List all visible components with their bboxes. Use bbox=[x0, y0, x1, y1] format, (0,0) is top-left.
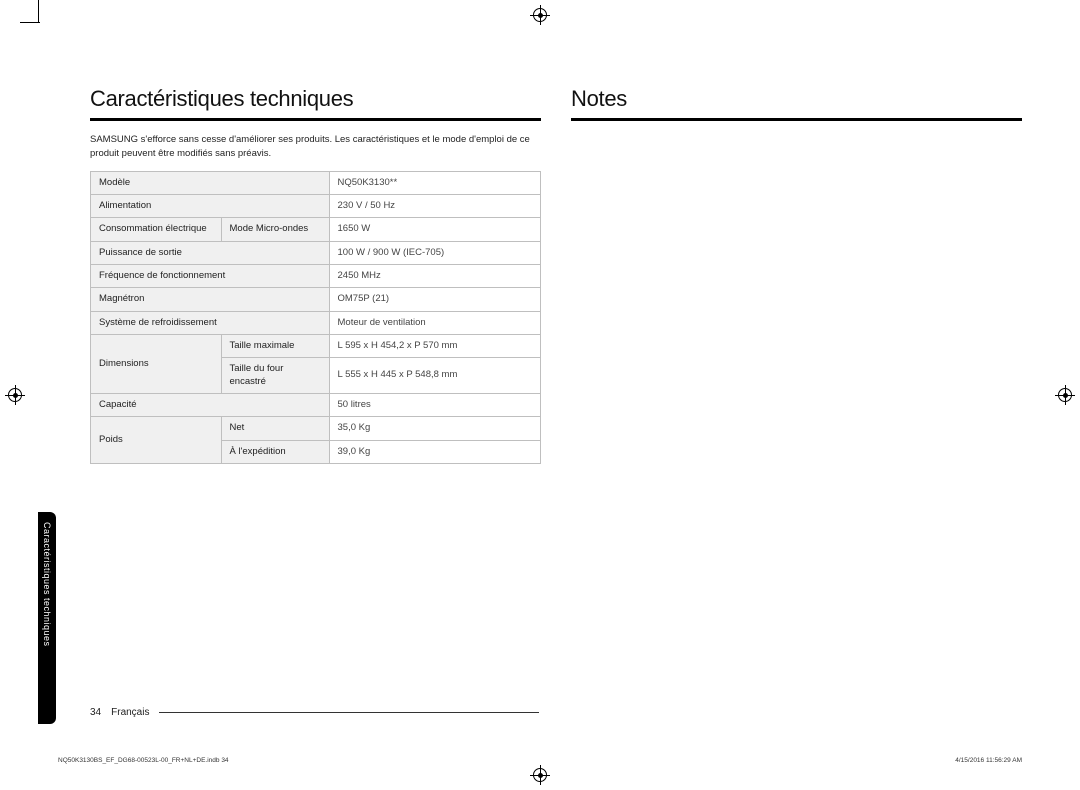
section-tab: Caractéristiques techniques bbox=[38, 512, 56, 724]
imprint-filename: NQ50K3130BS_EF_DG68-00523L-00_FR+NL+DE.i… bbox=[58, 757, 229, 764]
page-number: 34 bbox=[90, 707, 101, 718]
footer-rule bbox=[159, 712, 539, 713]
spec-value: L 555 x H 445 x P 548,8 mm bbox=[329, 358, 541, 394]
crop-mark bbox=[38, 0, 39, 22]
spec-value: L 595 x H 454,2 x P 570 mm bbox=[329, 334, 541, 357]
spec-label: Fréquence de fonctionnement bbox=[91, 264, 330, 287]
page-footer: 34 Français bbox=[90, 707, 539, 718]
spec-label: Puissance de sortie bbox=[91, 241, 330, 264]
manual-page: Caractéristiques techniques SAMSUNG s'ef… bbox=[0, 0, 1080, 790]
registration-mark-icon bbox=[8, 388, 22, 402]
spec-value: 1650 W bbox=[329, 218, 541, 241]
imprint-timestamp: 4/15/2016 11:56:29 AM bbox=[955, 757, 1022, 764]
registration-mark-icon bbox=[533, 768, 547, 782]
section-heading-notes: Notes bbox=[571, 86, 1022, 121]
print-imprint: NQ50K3130BS_EF_DG68-00523L-00_FR+NL+DE.i… bbox=[58, 757, 1022, 764]
page-language: Français bbox=[111, 707, 149, 718]
spec-value: 50 litres bbox=[329, 393, 541, 416]
crop-mark bbox=[20, 22, 40, 23]
spec-table: ModèleNQ50K3130**Alimentation230 V / 50 … bbox=[90, 171, 541, 464]
spec-sublabel: Mode Micro-ondes bbox=[221, 218, 329, 241]
spec-label: Dimensions bbox=[91, 334, 222, 393]
left-column: Caractéristiques techniques SAMSUNG s'ef… bbox=[90, 86, 541, 740]
spec-label: Poids bbox=[91, 417, 222, 464]
intro-paragraph: SAMSUNG s'efforce sans cesse d'améliorer… bbox=[90, 133, 541, 161]
registration-mark-icon bbox=[1058, 388, 1072, 402]
spec-label: Alimentation bbox=[91, 194, 330, 217]
spec-label: Capacité bbox=[91, 393, 330, 416]
spec-value: 100 W / 900 W (IEC-705) bbox=[329, 241, 541, 264]
right-column: Notes bbox=[571, 86, 1022, 740]
spec-value: 39,0 Kg bbox=[329, 440, 541, 463]
spec-label: Système de refroidissement bbox=[91, 311, 330, 334]
page-content: Caractéristiques techniques SAMSUNG s'ef… bbox=[90, 86, 1022, 740]
spec-value: 35,0 Kg bbox=[329, 417, 541, 440]
spec-value: OM75P (21) bbox=[329, 288, 541, 311]
spec-label: Modèle bbox=[91, 171, 330, 194]
spec-value: 2450 MHz bbox=[329, 264, 541, 287]
section-heading-specs: Caractéristiques techniques bbox=[90, 86, 541, 121]
spec-value: Moteur de ventilation bbox=[329, 311, 541, 334]
spec-value: NQ50K3130** bbox=[329, 171, 541, 194]
spec-sublabel: Taille du four encastré bbox=[221, 358, 329, 394]
spec-label: Consommation électrique bbox=[91, 218, 222, 241]
section-tab-label: Caractéristiques techniques bbox=[42, 522, 52, 647]
registration-mark-icon bbox=[533, 8, 547, 22]
spec-label: Magnétron bbox=[91, 288, 330, 311]
spec-sublabel: À l'expédition bbox=[221, 440, 329, 463]
spec-sublabel: Taille maximale bbox=[221, 334, 329, 357]
spec-value: 230 V / 50 Hz bbox=[329, 194, 541, 217]
spec-sublabel: Net bbox=[221, 417, 329, 440]
